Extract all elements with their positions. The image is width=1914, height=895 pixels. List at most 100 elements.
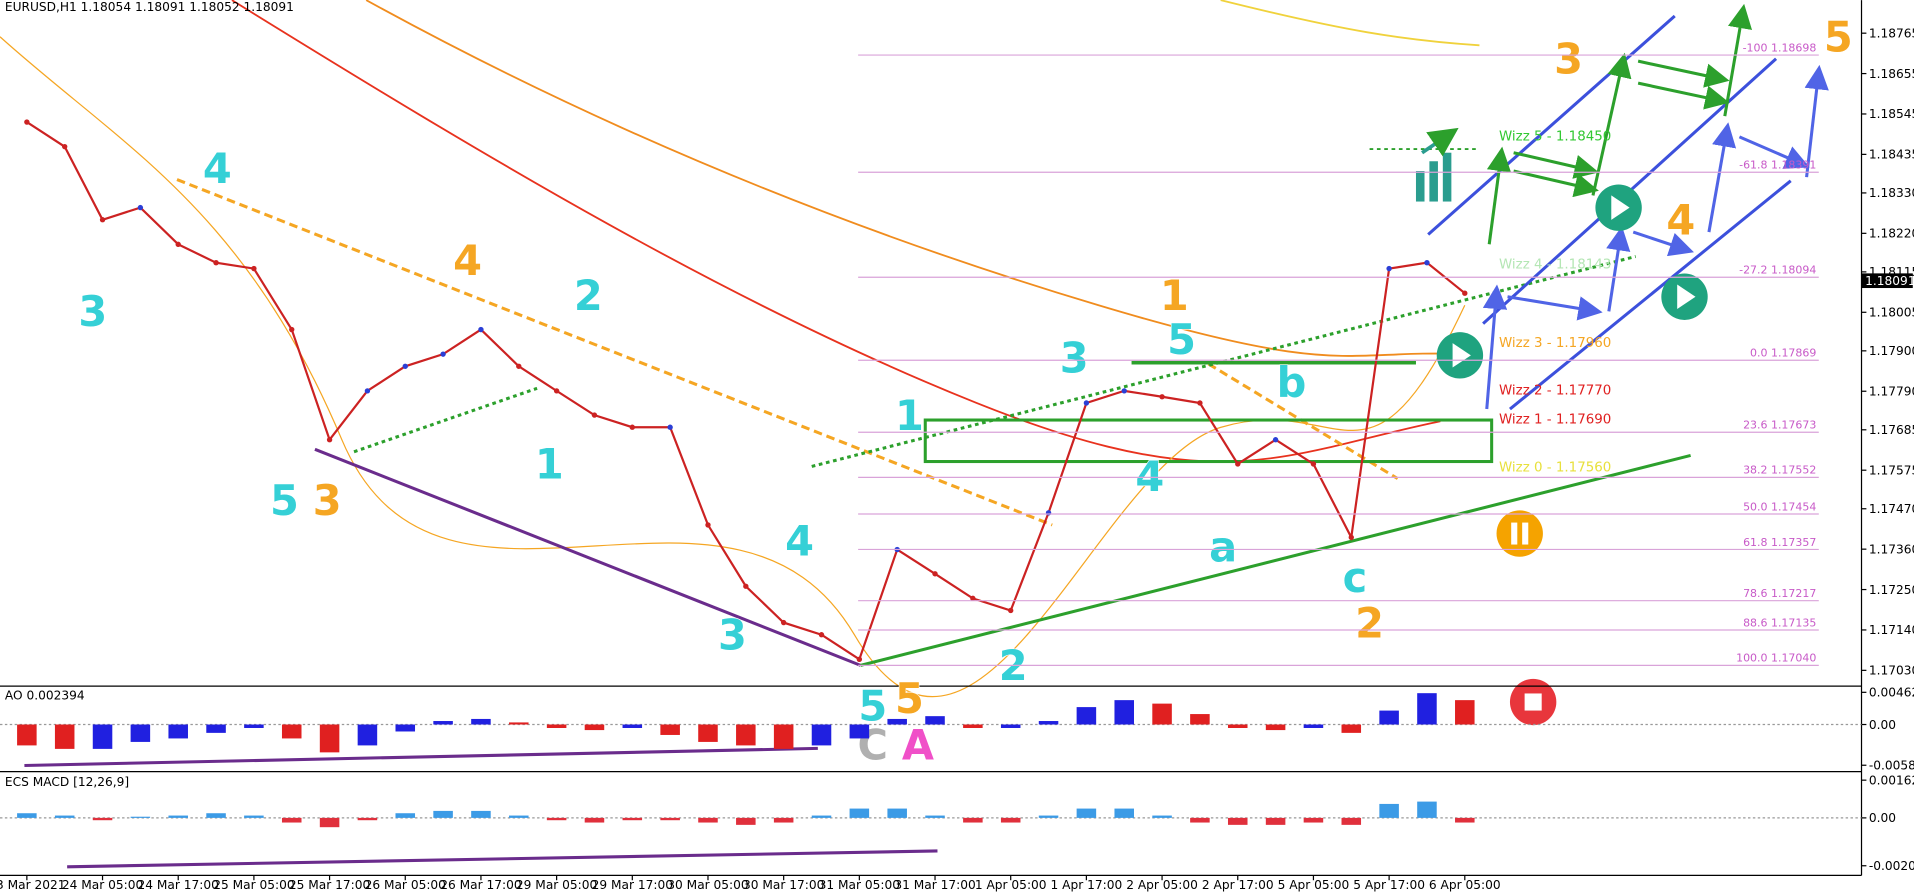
x-tick-label: 30 Mar 05:00: [667, 878, 748, 892]
histogram-bar: [433, 810, 453, 818]
histogram-bar: [471, 718, 491, 725]
price-point: [1348, 534, 1354, 541]
price-point: [1008, 607, 1014, 614]
histogram-bar: [54, 815, 75, 818]
fib-label: 61.8 1.17357: [1743, 536, 1816, 549]
pane-frame: [0, 0, 1863, 876]
y-tick-label: 0.00: [1869, 718, 1896, 732]
histogram-bar: [1303, 817, 1324, 823]
wave-label: 3: [1554, 34, 1583, 83]
trend-line: [176, 178, 1053, 527]
histogram-bar: [357, 817, 378, 821]
wave-label: 4: [1135, 452, 1164, 501]
histogram-bar: [395, 813, 416, 818]
wave-label: 5: [1824, 12, 1853, 61]
histogram-bar: [584, 817, 605, 823]
histogram-bar: [130, 816, 151, 818]
histogram-bar: [395, 724, 416, 732]
indicator-title: AO 0.002394: [5, 689, 85, 703]
histogram-bar: [509, 815, 529, 818]
price-point: [1197, 400, 1203, 406]
histogram-bar: [1265, 817, 1286, 825]
histogram-bar: [736, 817, 756, 825]
histogram-bar: [660, 817, 680, 821]
y-tick-label: 0.0016212: [1869, 773, 1914, 787]
trend-line: [314, 447, 862, 667]
x-tick-label: 1 Apr 05:00: [975, 878, 1047, 892]
histogram-bar: [546, 724, 567, 728]
histogram-bar: [471, 810, 491, 818]
x-tick-label: 1 Apr 17:00: [1051, 878, 1123, 892]
histogram-bar: [1152, 815, 1172, 818]
x-tick-label: 24 Mar 05:00: [62, 878, 143, 892]
histogram-bar: [1190, 817, 1210, 823]
histogram-bar: [698, 817, 718, 823]
histogram-bar: [622, 724, 643, 728]
histogram-bar: [1341, 724, 1362, 733]
price-point: [970, 595, 976, 602]
y-tick-label: 1.18330: [1869, 186, 1914, 200]
price-point: [175, 241, 181, 248]
histogram-bar: [281, 724, 302, 739]
y-tick-label: 1.17250: [1869, 583, 1914, 597]
wave-label: 1: [1160, 271, 1189, 320]
histogram-bar: [849, 808, 870, 818]
play-icon: [1595, 184, 1642, 231]
histogram-bar: [281, 817, 302, 823]
price-point: [705, 522, 711, 528]
wave-label: 4: [1666, 195, 1695, 244]
price-point: [1083, 400, 1090, 406]
price-point: [932, 571, 938, 577]
histogram-bar: [736, 724, 756, 746]
play-icon: [1661, 273, 1708, 320]
histogram-bar: [1303, 724, 1324, 728]
x-tick-label: 26 Mar 05:00: [365, 878, 446, 892]
price-point: [743, 583, 749, 589]
moving-average: [231, 0, 1441, 463]
price-point: [516, 363, 522, 369]
fib-label: -27.2 1.18094: [1739, 264, 1816, 277]
y-tick-label: -0.005848: [1869, 759, 1914, 773]
wave-label: 1: [535, 440, 564, 489]
histogram-bar: [319, 817, 340, 828]
y-tick-label: 1.18005: [1869, 306, 1914, 320]
histogram-bar: [92, 724, 113, 749]
histogram-bar: [357, 724, 378, 746]
price-point: [213, 260, 219, 266]
wizz-label: Wizz 3 - 1.17960: [1499, 336, 1611, 351]
histogram-bar: [206, 813, 226, 818]
histogram-bar: [54, 724, 75, 749]
histogram-bar: [811, 724, 832, 746]
histogram-bar: [17, 724, 37, 746]
price-point: [1386, 265, 1392, 272]
y-tick-label: 1.18655: [1869, 67, 1914, 81]
wizz-label: Wizz 5 - 1.18450: [1499, 130, 1611, 145]
y-tick-label: 1.18765: [1869, 26, 1914, 40]
x-tick-label: 30 Mar 17:00: [743, 878, 824, 892]
price-point: [137, 204, 144, 211]
x-tick-label: 31 Mar 05:00: [819, 878, 900, 892]
histogram-bar: [130, 724, 151, 742]
trend-line: [353, 386, 538, 454]
y-tick-label: 1.18435: [1869, 148, 1914, 162]
price-point: [1159, 394, 1165, 400]
histogram-bar: [963, 817, 983, 823]
x-tick-label: 26 Mar 17:00: [440, 878, 521, 892]
price-point: [289, 326, 295, 333]
histogram-bar: [1379, 803, 1399, 818]
histogram-bar: [811, 815, 832, 818]
histogram-bar: [1038, 815, 1059, 818]
histogram-bar: [319, 724, 340, 753]
histogram-bar: [1152, 703, 1172, 725]
price-point: [1121, 388, 1127, 394]
histogram-bar: [1455, 817, 1475, 823]
histogram-bar: [1000, 724, 1021, 728]
y-tick-label: 1.17790: [1869, 385, 1914, 399]
histogram-bar: [963, 724, 983, 728]
wave-label: 4: [453, 236, 482, 285]
histogram-bar: [1341, 817, 1362, 825]
y-tick-label: 1.18220: [1869, 227, 1914, 241]
play-icon: [1436, 332, 1484, 379]
y-tick-label: 1.17360: [1869, 542, 1914, 556]
histogram-bar: [1114, 808, 1134, 818]
